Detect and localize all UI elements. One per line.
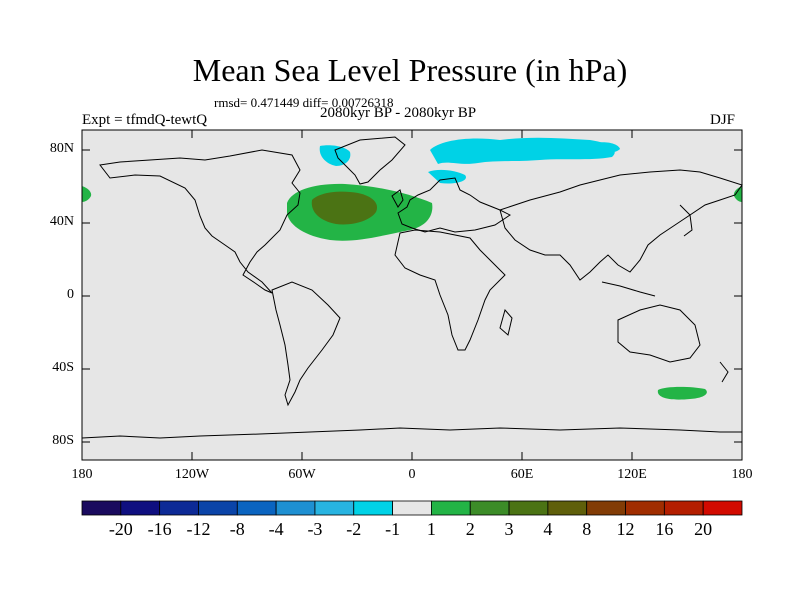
colorbar <box>81 500 743 516</box>
colorbar-label: 2 <box>465 519 475 539</box>
coastlines <box>81 136 743 439</box>
colorbar-label: -16 <box>147 519 172 539</box>
colorbar-swatch <box>702 500 743 516</box>
x-tick-label: 60W <box>288 467 316 482</box>
colorbar-label: 20 <box>694 519 713 539</box>
y-tick-label: 0 <box>67 287 74 302</box>
colorbar-swatch <box>120 500 161 516</box>
x-tick-label: 60E <box>510 467 534 482</box>
colorbar-swatch <box>159 500 199 516</box>
colorbar-swatch <box>547 500 588 516</box>
colorbar-label: 8 <box>582 519 592 539</box>
colorbar-swatch <box>236 500 277 516</box>
colorbar-label: 12 <box>616 519 635 539</box>
experiment-label: Expt = tfmdQ-tewtQ <box>82 112 208 128</box>
y-tick-label: 80S <box>52 433 74 448</box>
colorbar-label: -8 <box>229 519 245 539</box>
x-tick-label: 120W <box>174 467 210 482</box>
x-tick-label: 180 <box>731 467 753 482</box>
colorbar-swatch <box>81 500 122 516</box>
colorbar-swatch <box>392 500 432 516</box>
antarctica-coast <box>81 427 742 439</box>
madagascar-coast <box>499 308 513 336</box>
chart-title: Mean Sea Level Pressure (in hPa) <box>192 52 628 88</box>
anomaly-fields <box>82 137 742 400</box>
colorbar-label: 3 <box>504 519 514 539</box>
colorbar-swatch <box>275 500 316 516</box>
colorbar-label: -20 <box>108 519 133 539</box>
period-text: 2080kyr BP - 2080kyr BP <box>320 105 477 121</box>
x-tick-label: 180 <box>71 467 93 482</box>
y-tick-label: 40N <box>49 214 74 229</box>
y-tick-label: 40S <box>52 360 74 375</box>
britain-coast <box>391 189 404 208</box>
colorbar-label: -12 <box>186 519 211 539</box>
indonesia-coast <box>601 281 656 297</box>
y-tick-label: 80N <box>49 141 74 156</box>
australia-coast <box>617 304 701 363</box>
season-label: DJF <box>710 112 736 128</box>
x-tick-label: 120E <box>617 467 647 482</box>
arctic-negative-2 <box>428 169 466 184</box>
colorbar-swatch <box>198 500 238 516</box>
colorbar-label: 1 <box>426 519 436 539</box>
colorbar-swatch <box>431 500 471 516</box>
colorbar-swatch <box>663 500 704 516</box>
colorbar-label: -2 <box>346 519 362 539</box>
colorbar-swatch <box>508 500 549 516</box>
colorbar-swatch <box>586 500 626 516</box>
colorbar-label: -4 <box>268 519 284 539</box>
x-tick-label: 0 <box>408 467 416 482</box>
tick-marks <box>81 130 743 460</box>
colorbar-swatch <box>353 500 393 516</box>
stats-text: rmsd= 0.471449 diff= 0.00726318 <box>214 95 394 110</box>
southern-ocean-positive <box>657 386 707 400</box>
greenland-coast <box>334 136 406 185</box>
new-zealand-coast <box>719 361 729 383</box>
colorbar-label: -1 <box>385 519 401 539</box>
africa-coast <box>394 229 506 351</box>
colorbar-swatch <box>625 500 665 516</box>
japan-coast <box>679 204 693 237</box>
pacific-east-positive <box>733 186 742 202</box>
colorbar-label: -3 <box>307 519 323 539</box>
arctic-negative-4 <box>595 142 620 153</box>
north-atlantic-core <box>311 191 378 225</box>
colorbar-label: 4 <box>543 519 553 539</box>
colorbar-swatch <box>469 500 510 516</box>
asia-coast <box>499 169 743 281</box>
arctic-negative-1 <box>430 137 615 164</box>
colorbar-swatch <box>314 500 355 516</box>
arctic-negative-3 <box>319 145 351 166</box>
south-america-coast <box>271 281 341 407</box>
colorbar-label: 16 <box>655 519 674 539</box>
north-america-coast <box>99 149 301 294</box>
pacific-west-positive <box>82 186 92 202</box>
map-background <box>82 130 742 460</box>
